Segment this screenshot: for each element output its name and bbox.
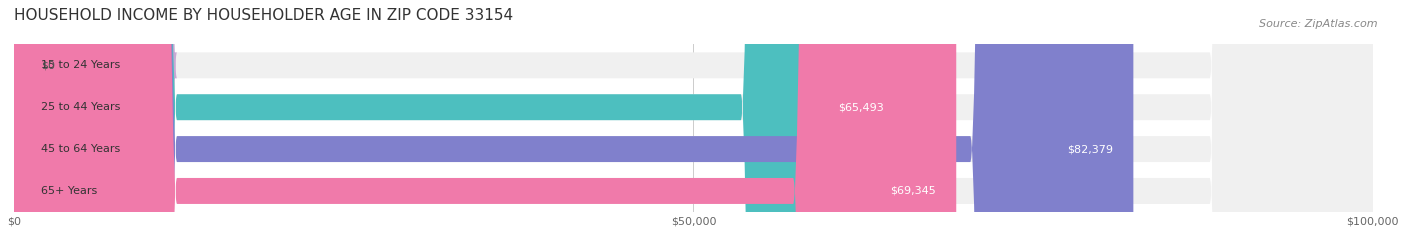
Text: $69,345: $69,345	[890, 186, 936, 196]
Text: HOUSEHOLD INCOME BY HOUSEHOLDER AGE IN ZIP CODE 33154: HOUSEHOLD INCOME BY HOUSEHOLDER AGE IN Z…	[14, 8, 513, 23]
FancyBboxPatch shape	[14, 0, 1372, 233]
Text: 25 to 44 Years: 25 to 44 Years	[41, 102, 121, 112]
FancyBboxPatch shape	[0, 0, 177, 233]
Text: $82,379: $82,379	[1067, 144, 1114, 154]
Text: Source: ZipAtlas.com: Source: ZipAtlas.com	[1260, 19, 1378, 29]
FancyBboxPatch shape	[14, 0, 956, 233]
FancyBboxPatch shape	[14, 0, 1372, 233]
Text: 45 to 64 Years: 45 to 64 Years	[41, 144, 121, 154]
Text: $65,493: $65,493	[838, 102, 883, 112]
Text: $0: $0	[41, 60, 55, 70]
Text: 65+ Years: 65+ Years	[41, 186, 97, 196]
Text: 15 to 24 Years: 15 to 24 Years	[41, 60, 121, 70]
FancyBboxPatch shape	[14, 0, 1133, 233]
FancyBboxPatch shape	[14, 0, 1372, 233]
FancyBboxPatch shape	[14, 0, 904, 233]
FancyBboxPatch shape	[14, 0, 1372, 233]
